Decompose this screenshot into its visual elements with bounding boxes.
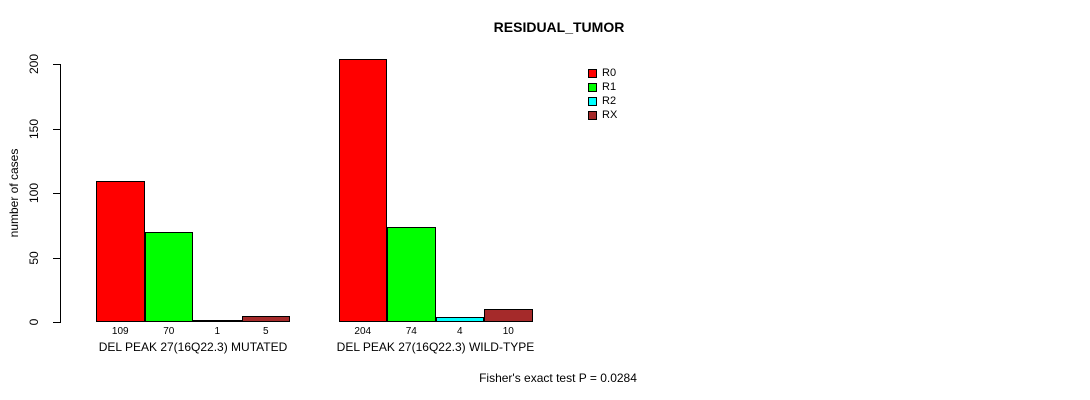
y-axis-label: number of cases xyxy=(7,148,21,238)
bar-r1-group1 xyxy=(387,226,436,322)
bar-value-label: 5 xyxy=(262,326,269,337)
y-tick-mark xyxy=(53,128,60,130)
bar-value-label: 1 xyxy=(214,326,221,337)
bar-r0-group0 xyxy=(96,181,145,322)
bar-value-label: 4 xyxy=(456,326,463,337)
legend-swatch-r1 xyxy=(588,82,597,92)
bar-value-label: 10 xyxy=(502,326,514,337)
bar-value-label: 74 xyxy=(405,326,417,337)
y-tick-label: 150 xyxy=(27,118,41,139)
bar-r0-group1 xyxy=(338,58,387,322)
legend-item-rx: RX xyxy=(588,108,617,122)
y-tick-mark xyxy=(53,322,60,323)
legend-item-r1: R1 xyxy=(588,80,617,94)
y-tick-label: 0 xyxy=(27,318,41,326)
bar-r2-group0 xyxy=(193,320,242,322)
bar-r1-group0 xyxy=(144,231,193,322)
y-axis-line xyxy=(60,64,61,323)
legend-label: R1 xyxy=(602,81,617,93)
bar-rx-group0 xyxy=(241,315,290,322)
legend-swatch-r2 xyxy=(588,96,597,106)
bar-value-label: 204 xyxy=(354,326,372,337)
legend: R0 R1 R2 RX xyxy=(588,66,617,122)
legend-item-r0: R0 xyxy=(588,66,617,80)
legend-label: R0 xyxy=(602,67,617,79)
y-tick-label: 200 xyxy=(27,53,41,75)
y-tick-mark xyxy=(53,64,60,65)
bar-rx-group1 xyxy=(484,309,533,322)
legend-swatch-r0 xyxy=(588,68,597,78)
chart-title: RESIDUAL_TUMOR xyxy=(493,19,625,35)
legend-label: RX xyxy=(602,109,618,121)
y-tick-label: 100 xyxy=(27,182,41,204)
y-tick-label: 50 xyxy=(27,250,41,265)
bar-value-label: 109 xyxy=(111,326,129,337)
statistical-test-note: Fisher's exact test P = 0.0284 xyxy=(479,371,637,385)
bar-r2-group1 xyxy=(435,316,484,322)
group-label: DEL PEAK 27(16Q22.3) WILD-TYPE xyxy=(336,340,535,354)
legend-label: R2 xyxy=(602,95,617,107)
y-tick-mark xyxy=(53,193,60,194)
group-label: DEL PEAK 27(16Q22.3) MUTATED xyxy=(98,340,288,354)
legend-swatch-rx xyxy=(588,110,597,120)
legend-item-r2: R2 xyxy=(588,94,617,108)
bar-value-label: 70 xyxy=(163,326,175,337)
y-tick-mark xyxy=(53,257,60,259)
